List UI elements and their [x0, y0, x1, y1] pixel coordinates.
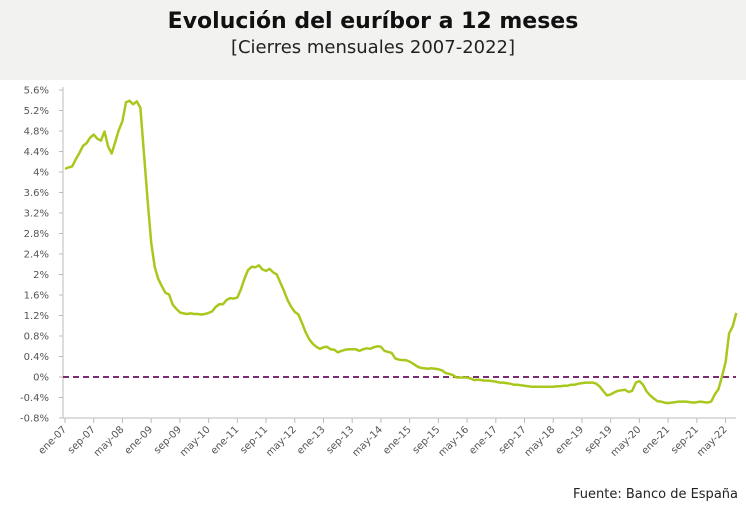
- y-tick-label: 3.6%: [24, 188, 49, 199]
- x-tick-label: may-16: [437, 424, 472, 459]
- x-tick-label: ene-17: [467, 424, 500, 457]
- x-axis: ene-07sep-07may-08ene-09sep-09may-10ene-…: [37, 417, 736, 459]
- y-tick-label: 5.2%: [24, 106, 49, 117]
- y-tick-label: -0.4%: [20, 393, 49, 404]
- x-tick-label: may-10: [178, 424, 213, 459]
- x-tick-label: may-12: [264, 424, 299, 459]
- y-axis: 5.6% 5.2% 4.8% 4.4% 4% 3.6% 3.2% 2.8% 2.4% 2% 1.6%…: [20, 86, 64, 425]
- y-tick-label: 4.8%: [24, 127, 49, 138]
- y-tick-label: 0.8%: [24, 332, 49, 343]
- chart-title: Evolución del euríbor a 12 meses: [167, 9, 579, 34]
- y-tick-label: -0.8%: [20, 414, 49, 425]
- y-tick-label: 3.2%: [24, 209, 49, 220]
- x-tick-label: ene-07: [37, 424, 70, 457]
- chart-header: Evolución del euríbor a 12 meses [Cierre…: [0, 0, 746, 80]
- y-tick-label: 0.4%: [24, 352, 49, 363]
- y-tick-label: 2.4%: [24, 250, 49, 261]
- x-tick-label: ene-13: [295, 424, 328, 457]
- y-tick-label: 1.2%: [24, 311, 49, 322]
- x-tick-label: ene-19: [554, 424, 587, 457]
- y-tick-label: 5.6%: [24, 86, 49, 97]
- x-tick-label: may-14: [350, 424, 385, 459]
- x-tick-label: ene-09: [123, 424, 156, 457]
- y-tick-label: 1.6%: [24, 291, 49, 302]
- y-tick-label: 4.4%: [24, 147, 49, 158]
- x-tick-label: ene-11: [209, 424, 242, 457]
- y-tick-label: 0%: [33, 373, 49, 384]
- x-tick-label: may-08: [92, 424, 127, 459]
- x-tick-label: ene-21: [640, 424, 673, 457]
- x-tick-label: ene-15: [381, 424, 414, 457]
- series-line-euribor: [64, 99, 738, 405]
- y-tick-label: 2.8%: [24, 229, 49, 240]
- x-tick-label: may-20: [609, 424, 644, 459]
- y-tick-label: 4%: [33, 168, 49, 179]
- x-tick-label: may-22: [695, 424, 730, 459]
- plot-area: [63, 99, 738, 405]
- source-note: Fuente: Banco de España: [572, 487, 738, 502]
- x-tick-label: may-18: [523, 424, 558, 459]
- y-tick-label: 2%: [33, 270, 49, 281]
- chart-subtitle: [Cierres mensuales 2007-2022]: [230, 37, 516, 58]
